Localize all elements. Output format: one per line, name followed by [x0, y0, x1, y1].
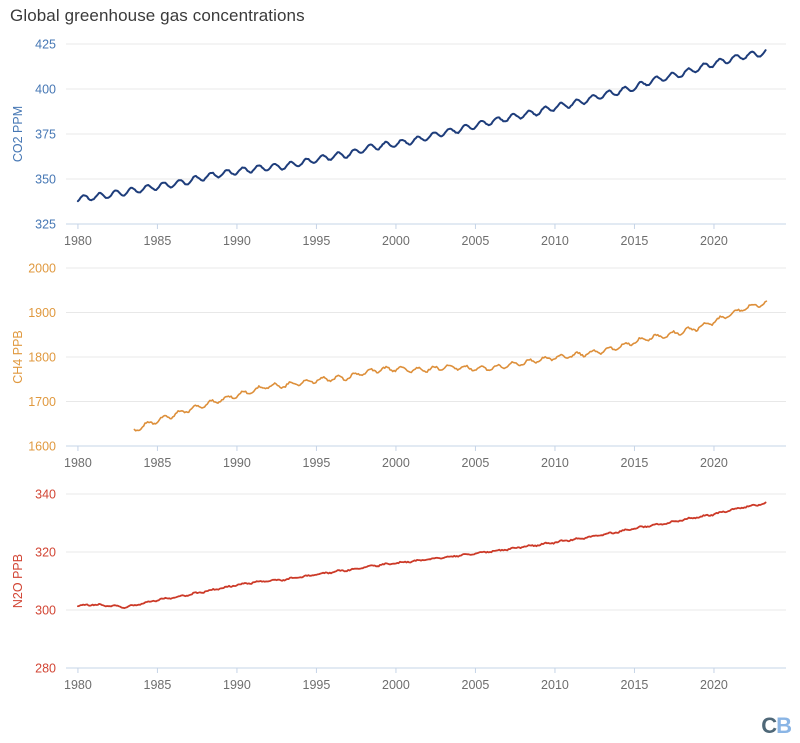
x-tick-label: 2010: [541, 678, 569, 692]
x-tick-label: 1985: [144, 456, 172, 470]
x-tick-label: 1980: [64, 456, 92, 470]
carbon-brief-logo: CB: [761, 713, 792, 739]
ch4-plot: 1600 1700 1800 1900 2000 1980 1985 1990 1995 2000…: [11, 262, 786, 470]
x-tick-label: 2000: [382, 678, 410, 692]
x-tick-label: 2020: [700, 234, 728, 248]
x-tick-label: 2010: [541, 234, 569, 248]
y-tick-label: 1700: [28, 395, 56, 409]
y-tick-label: 425: [35, 38, 56, 52]
x-tick-label: 1990: [223, 678, 251, 692]
ch4-chart: 1600 1700 1800 1900 2000 1980 1985 1990 1995 2000…: [0, 260, 800, 476]
y-tick-label: 340: [35, 488, 56, 502]
y-axis-title: CH4 PPB: [11, 330, 25, 384]
y-tick-label: 1800: [28, 351, 56, 365]
ch4-series-line: [133, 300, 768, 432]
x-tick-label: 2015: [621, 456, 649, 470]
n2o-plot: 280 300 320 340 1980 1985 1990 1995 2000 2005 2010…: [11, 488, 786, 692]
x-tick-label: 1990: [223, 234, 251, 248]
x-tick-label: 2020: [700, 678, 728, 692]
logo-letter-b: B: [776, 713, 792, 738]
x-tick-label: 1995: [303, 456, 331, 470]
x-tick-label: 2015: [621, 678, 649, 692]
y-tick-label: 1600: [28, 440, 56, 454]
y-tick-label: 1900: [28, 306, 56, 320]
x-tick-label: 1990: [223, 456, 251, 470]
y-axis-title: CO2 PPM: [11, 106, 25, 162]
y-tick-label: 300: [35, 604, 56, 618]
x-tick-label: 1980: [64, 678, 92, 692]
x-tick-label: 2005: [462, 456, 490, 470]
y-tick-label: 375: [35, 128, 56, 142]
x-tick-label: 2000: [382, 234, 410, 248]
x-tick-label: 1995: [303, 678, 331, 692]
page-title: Global greenhouse gas concentrations: [10, 6, 305, 25]
y-tick-label: 2000: [28, 262, 56, 276]
x-tick-label: 1985: [144, 678, 172, 692]
x-tick-label: 1985: [144, 234, 172, 248]
x-tick-label: 2010: [541, 456, 569, 470]
logo-letter-c: C: [761, 713, 777, 738]
co2-plot: 325 350 375 400 425 1980 1985 1990 1995 2000 2005 2…: [11, 38, 786, 248]
y-tick-label: 320: [35, 546, 56, 560]
x-tick-label: 2015: [621, 234, 649, 248]
y-tick-label: 325: [35, 218, 56, 232]
y-tick-label: 400: [35, 83, 56, 97]
x-tick-label: 1980: [64, 234, 92, 248]
x-tick-label: 2000: [382, 456, 410, 470]
y-tick-label: 350: [35, 173, 56, 187]
y-axis-title: N2O PPB: [11, 554, 25, 608]
y-tick-label: 280: [35, 662, 56, 676]
x-tick-label: 1995: [303, 234, 331, 248]
co2-chart: 325 350 375 400 425 1980 1985 1990 1995 2000 2005 2…: [0, 36, 800, 254]
n2o-series-line: [77, 501, 767, 609]
x-tick-label: 2005: [462, 678, 490, 692]
x-tick-label: 2020: [700, 456, 728, 470]
co2-series-line: [76, 49, 767, 203]
n2o-chart: 280 300 320 340 1980 1985 1990 1995 2000 2005 2010…: [0, 486, 800, 700]
x-tick-label: 2005: [462, 234, 490, 248]
